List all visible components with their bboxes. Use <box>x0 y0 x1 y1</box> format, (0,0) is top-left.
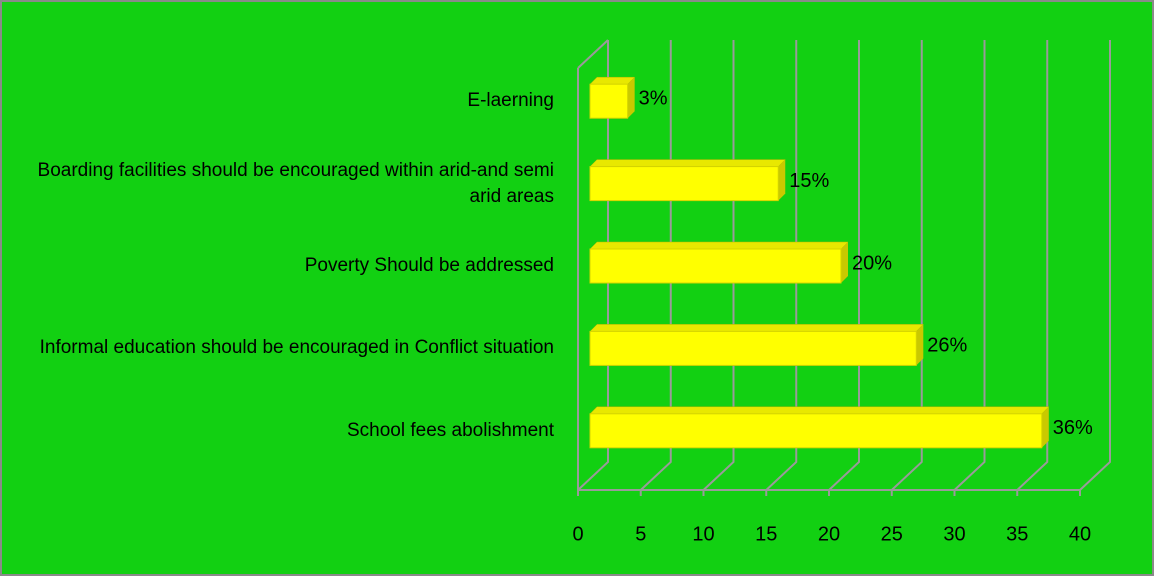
bar <box>589 166 779 202</box>
bar-top <box>589 76 636 85</box>
data-label: 15% <box>789 170 829 192</box>
grid-line <box>765 40 798 491</box>
grid-line <box>891 40 923 491</box>
x-tick-label: 25 <box>881 523 903 545</box>
bar-top <box>589 324 924 332</box>
bar-side <box>841 242 848 283</box>
y-tick-label: E-laerning <box>467 90 554 112</box>
bar-top <box>589 406 1050 415</box>
data-label: 3% <box>639 87 668 109</box>
x-tick-label: 40 <box>1069 523 1091 545</box>
grid-line <box>1079 40 1111 491</box>
bar-side <box>778 159 786 201</box>
data-label: 20% <box>852 252 892 274</box>
bar <box>589 330 917 366</box>
y-tick-label: Boarding facilities should be encouraged… <box>37 159 554 207</box>
y-tick-label: Informal education should be encouraged … <box>39 337 554 359</box>
x-tick-label: 20 <box>818 523 840 545</box>
y-tick-label: School fees abolishment <box>346 419 554 441</box>
bar <box>589 413 1043 449</box>
x-tick-label: 0 <box>572 523 583 545</box>
y-tick-label: Poverty Should be addressed <box>304 255 554 276</box>
x-tick-label: 30 <box>943 523 965 545</box>
bar-side <box>627 77 635 119</box>
axis-line <box>577 39 609 69</box>
x-tick-label: 35 <box>1006 523 1028 545</box>
x-tick-label: 15 <box>755 523 777 545</box>
data-label: 26% <box>927 335 967 357</box>
bar-side <box>916 324 924 366</box>
grid-line <box>828 40 860 491</box>
x-tick-label: 5 <box>635 523 646 545</box>
bar-top <box>589 159 786 167</box>
bar <box>589 248 842 284</box>
grid-line <box>953 40 986 491</box>
bar-top <box>589 241 849 250</box>
data-label: 36% <box>1053 417 1093 439</box>
x-tick-label: 10 <box>692 523 714 545</box>
bar-side <box>1041 406 1049 448</box>
bar <box>589 83 629 119</box>
grid-line <box>1016 40 1049 491</box>
